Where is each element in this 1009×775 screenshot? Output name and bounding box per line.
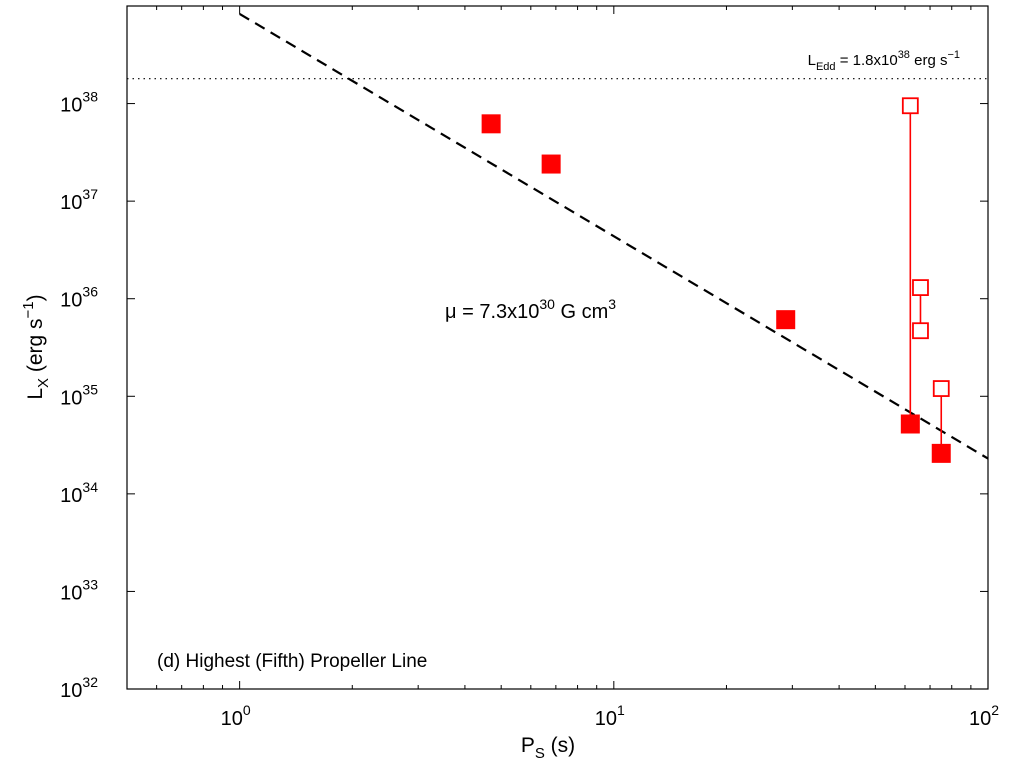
y-tick-label: 1033	[60, 576, 98, 604]
eddington-label: LEdd = 1.8x1038 erg s−1	[808, 49, 960, 73]
propeller-line	[239, 12, 989, 460]
filled-square-marker	[900, 414, 920, 434]
y-tick-label: 1037	[60, 186, 98, 214]
minor-ticks	[126, 6, 972, 689]
y-tick-label: 1032	[60, 674, 98, 702]
open-square-marker	[912, 279, 929, 296]
open-square-marker	[912, 322, 929, 340]
filled-square-marker	[931, 443, 951, 463]
filled-square-marker	[481, 114, 501, 134]
panel-label: (d) Highest (Fifth) Propeller Line	[157, 651, 427, 672]
open-square-marker	[901, 97, 919, 115]
propeller-line-label: μ = 7.3x1030 G cm3	[445, 296, 616, 323]
plot-area	[126, 5, 989, 690]
x-tick-label: 101	[595, 702, 625, 730]
y-tick-label: 1036	[60, 284, 98, 312]
x-axis-label: PS (s)	[521, 734, 575, 762]
x-tick-labels: 100 101 102	[221, 702, 1000, 730]
y-tick-label: 1035	[60, 381, 98, 409]
y-axis-label: LX (erg s−1)	[20, 294, 52, 399]
y-tick-labels: 1032 1033 1034 1035 1036 1037 1038	[60, 89, 98, 702]
open-markers	[901, 97, 950, 397]
major-ticks	[127, 6, 989, 690]
filled-markers	[481, 114, 951, 463]
filled-square-marker	[541, 154, 561, 174]
y-tick-label: 1038	[60, 89, 98, 117]
y-tick-label: 1034	[60, 479, 98, 507]
filled-square-marker	[776, 310, 796, 330]
open-square-marker	[932, 380, 950, 397]
x-tick-label: 102	[969, 702, 999, 730]
x-tick-label: 100	[221, 702, 251, 730]
